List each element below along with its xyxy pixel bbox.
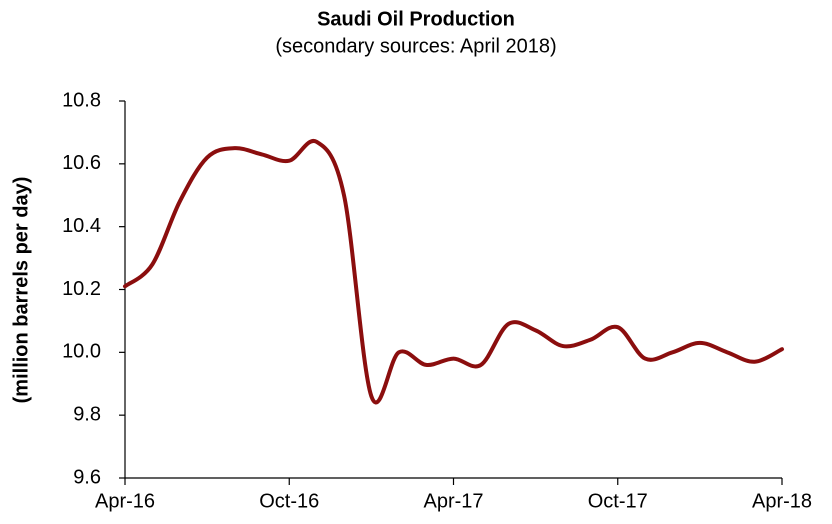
x-tick-label: Apr-18 (752, 490, 812, 512)
y-axis-label: (million barrels per day) (10, 177, 32, 404)
y-tick-label: 10.2 (62, 278, 101, 300)
chart-subtitle: (secondary sources: April 2018) (275, 35, 556, 57)
y-tick-label: 10.4 (62, 215, 101, 237)
x-tick-label: Oct-17 (588, 490, 648, 512)
x-tick-label: Apr-17 (423, 490, 483, 512)
y-tick-label: 10.0 (62, 341, 101, 363)
x-tick-label: Apr-16 (95, 490, 155, 512)
chart-title: Saudi Oil Production (317, 8, 515, 30)
y-tick-label: 10.6 (62, 152, 101, 174)
y-tick-label: 9.6 (73, 466, 101, 488)
x-tick-label: Oct-16 (259, 490, 319, 512)
y-tick-label: 10.8 (62, 89, 101, 111)
data-line (123, 138, 784, 405)
y-tick-label: 9.8 (73, 403, 101, 425)
